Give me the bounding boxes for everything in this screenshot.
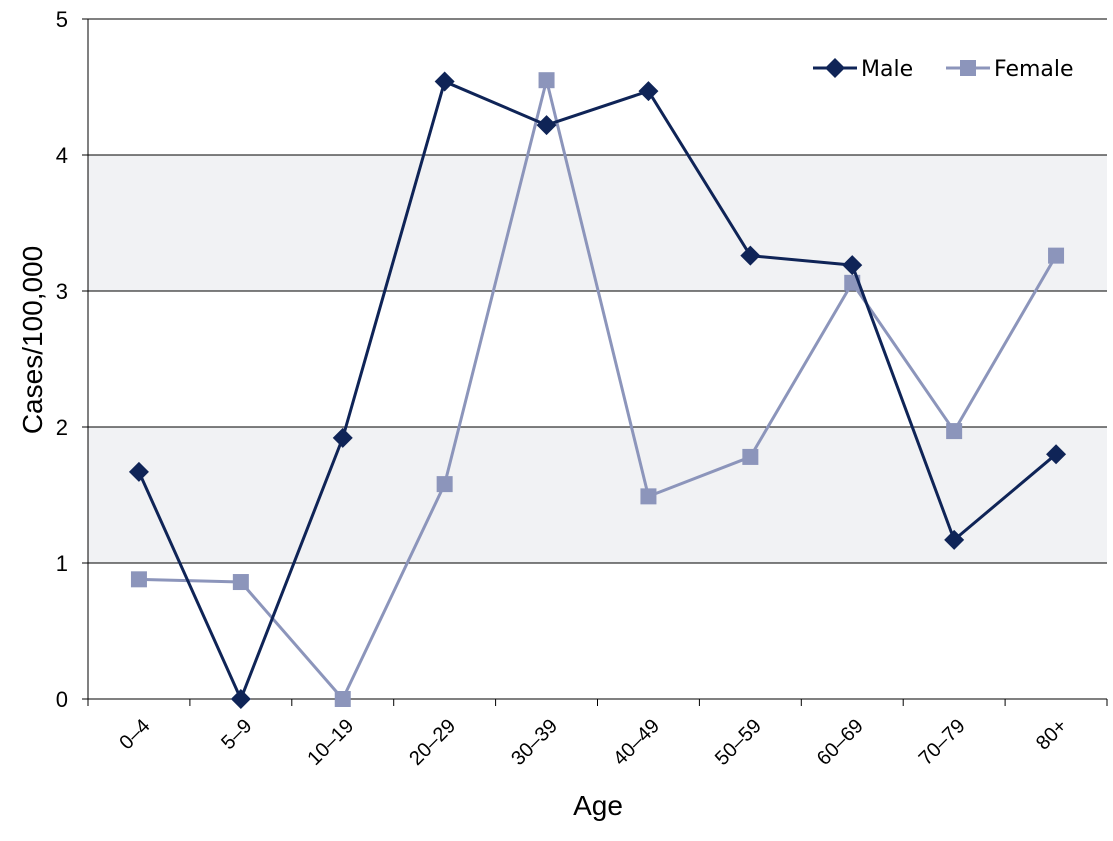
y-tick-label: 4 <box>56 143 68 168</box>
legend-item-female: Female <box>946 57 1074 82</box>
series-layer <box>128 71 1067 709</box>
x-tick-label: 80+ <box>1032 715 1072 755</box>
series-line <box>137 80 1058 701</box>
x-tick-label: 50–59 <box>711 715 766 770</box>
legend-marker <box>960 60 976 76</box>
series-line <box>138 78 1058 701</box>
data-point <box>434 71 455 92</box>
x-tick-label: 10–19 <box>303 715 358 770</box>
x-tick-label: 5–9 <box>217 715 256 754</box>
y-axis-title: Cases/100,000 <box>17 246 48 434</box>
x-tick-label: 0–4 <box>115 715 154 754</box>
data-point <box>640 488 657 505</box>
data-point <box>230 689 251 709</box>
axes <box>82 18 1108 706</box>
data-point <box>232 574 249 591</box>
y-tick-labels: 0 1 2 3 4 5 <box>56 7 68 712</box>
data-point <box>1046 444 1067 465</box>
data-point <box>538 72 555 89</box>
data-point <box>1048 247 1065 264</box>
x-tick-label: 60–69 <box>813 715 868 770</box>
legend: Male Female <box>813 57 1074 82</box>
legend-item-male: Male <box>813 57 913 82</box>
x-tick-label: 40–49 <box>609 715 664 770</box>
legend-label: Female <box>994 57 1074 82</box>
data-point <box>946 423 963 440</box>
x-tick-label: 20–29 <box>405 715 460 770</box>
data-point <box>638 81 659 102</box>
series-female <box>130 72 1065 707</box>
data-point <box>740 245 761 266</box>
data-point <box>742 448 759 465</box>
y-tick-label: 1 <box>56 551 68 576</box>
background-bands <box>88 155 1107 563</box>
x-tick-labels: 0–4 5–9 10–19 20–29 30–39 40–49 50–59 60–69 70–7… <box>115 715 1071 770</box>
series-male <box>128 71 1067 709</box>
x-axis-title: Age <box>573 790 623 821</box>
data-point <box>128 461 149 482</box>
y-tick-label: 2 <box>56 415 68 440</box>
y-tick-label: 0 <box>56 687 68 712</box>
data-point <box>944 529 965 550</box>
data-point <box>842 255 863 276</box>
data-point <box>332 427 353 448</box>
legend-label: Male <box>861 57 913 82</box>
data-point <box>130 571 147 588</box>
data-point <box>334 691 351 707</box>
y-tick-label: 5 <box>56 7 68 32</box>
y-tick-label: 3 <box>56 279 68 304</box>
legend-marker <box>825 58 845 78</box>
x-tick-label: 70–79 <box>915 715 970 770</box>
x-tick-label: 30–39 <box>507 715 562 770</box>
band-3-4 <box>88 155 1107 291</box>
data-point <box>436 476 453 493</box>
data-point <box>536 115 557 136</box>
